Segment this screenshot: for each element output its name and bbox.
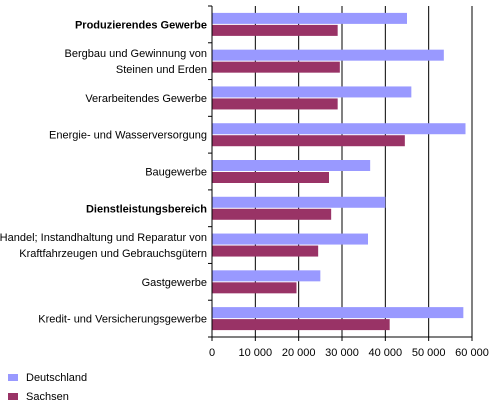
bar-sachsen <box>212 319 390 331</box>
bar-deutschland <box>212 12 407 24</box>
bar-sachsen <box>212 24 338 36</box>
axes <box>208 5 473 341</box>
bar-sachsen <box>212 61 340 73</box>
bars <box>212 12 466 331</box>
x-tick-label: 50 000 <box>412 347 446 359</box>
legend-swatch-sachsen <box>8 393 18 400</box>
category-label: Kredit- und Versicherungsgewerbe <box>38 314 207 326</box>
category-label: Produzierendes Gewerbe <box>75 19 207 31</box>
x-tick-label: 0 <box>209 347 215 359</box>
bar-sachsen <box>212 98 338 110</box>
x-tick-label: 20 000 <box>282 347 316 359</box>
category-label: Dienstleistungsbereich <box>86 203 207 215</box>
legend-item-deutschland: Deutschland <box>8 368 87 387</box>
x-tick-label: 60 000 <box>455 347 489 359</box>
category-labels: Produzierendes Gewerbe Bergbau und Gewinn… <box>0 19 207 325</box>
bar-sachsen <box>212 208 332 220</box>
bar-deutschland <box>212 123 466 135</box>
legend-swatch-deutschland <box>8 374 18 381</box>
legend-label-sachsen: Sachsen <box>26 390 69 403</box>
bar-sachsen <box>212 282 297 294</box>
bar-sachsen <box>212 172 329 183</box>
legend: Deutschland Sachsen <box>8 368 87 406</box>
bar-deutschland <box>212 233 368 245</box>
bar-deutschland <box>212 270 321 282</box>
bar-deutschland <box>212 307 464 319</box>
x-tick-label: 10 000 <box>239 347 273 359</box>
x-tick-label: 40 000 <box>369 347 403 359</box>
category-label: Bergbau und Gewinnung von Steinen und Erd… <box>65 48 208 76</box>
bar-sachsen <box>212 135 405 147</box>
legend-label-deutschland: Deutschland <box>26 371 88 384</box>
tick-labels: 0 10 000 20 000 30 000 40 000 50 000 60 000 <box>209 347 489 359</box>
bar-deutschland <box>212 160 371 171</box>
category-label: Baugewerbe <box>145 167 207 179</box>
category-label: Verarbeitendes Gewerbe <box>85 93 207 105</box>
category-label: Energie- und Wasserversorgung <box>49 130 207 142</box>
legend-item-sachsen: Sachsen <box>8 387 87 406</box>
category-label: Gastgewerbe <box>142 277 207 289</box>
bar-deutschland <box>212 49 444 61</box>
category-label: Handel; Instandhaltung und Reparatur von… <box>0 232 207 260</box>
grid-lines <box>254 6 473 337</box>
x-tick-label: 30 000 <box>325 347 359 359</box>
bar-sachsen <box>212 245 319 257</box>
bar-deutschland <box>212 86 412 98</box>
bar-deutschland <box>212 196 386 208</box>
